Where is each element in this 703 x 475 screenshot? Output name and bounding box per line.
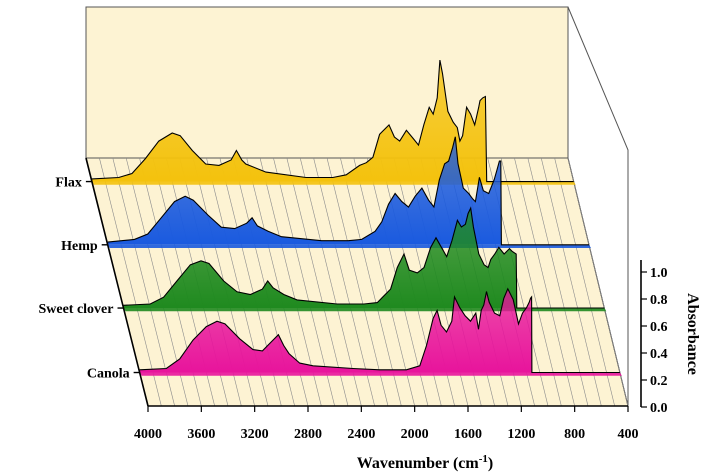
x-tick-label: 4000 — [134, 427, 162, 442]
grid-line — [112, 157, 175, 407]
x-tick-label: 2400 — [347, 427, 375, 442]
series-canola — [139, 287, 622, 376]
z-tick-label: 0.6 — [650, 320, 668, 335]
grid-line — [326, 157, 389, 407]
grid-line — [340, 157, 402, 407]
x-tick-label: 1600 — [454, 427, 482, 442]
category-label: Sweet clover — [38, 302, 113, 317]
back-wall — [85, 6, 569, 159]
x-tick-label: 3200 — [241, 427, 269, 442]
category-label: Hemp — [61, 239, 98, 254]
depth-axis — [85, 157, 149, 407]
grid-line — [500, 157, 562, 407]
x-axis-title-sup: -1 — [479, 453, 488, 465]
x-tick-label: 2000 — [401, 427, 429, 442]
spectra-ribbons — [91, 59, 622, 376]
x-tick-label: 800 — [564, 427, 585, 442]
spectrum-area — [123, 208, 605, 309]
x-tick-label: 2800 — [294, 427, 322, 442]
grid-line — [313, 157, 375, 407]
x-tick-label: 3600 — [187, 427, 215, 442]
spectrum-area — [139, 288, 620, 373]
grid-line — [273, 157, 335, 407]
spectrum-line — [139, 287, 620, 374]
grid-line — [299, 157, 362, 407]
axes — [85, 157, 642, 407]
grid-line — [567, 157, 629, 407]
z-axis-title: Absorbance — [684, 293, 701, 375]
z-tick-label: 0.4 — [650, 347, 668, 362]
grid-line — [286, 157, 349, 407]
z-tick-label: 0.8 — [650, 293, 668, 308]
x-axis-title-end: ) — [488, 455, 493, 472]
category-labels: Flax Hemp Sweet clover Canola — [38, 176, 140, 382]
grid-line — [527, 157, 589, 407]
grid-line — [99, 157, 162, 407]
z-tick-label: 0.0 — [650, 401, 668, 416]
z-ticks: 0.0 0.2 0.4 0.6 0.8 1.0 — [641, 266, 668, 416]
x-tick-label: 1200 — [507, 427, 535, 442]
z-tick-label: 0.2 — [650, 374, 668, 389]
grid-line — [259, 157, 322, 407]
x-ticks: 4000 3600 3200 2800 2400 2000 1600 1200 800 400 — [134, 406, 639, 442]
grid-line — [353, 157, 415, 407]
grid-line — [540, 157, 602, 407]
spectrum-line — [91, 59, 574, 183]
ribbon-base — [139, 372, 622, 376]
x-axis-title: Wavenumber (cm-1) — [357, 453, 493, 472]
spectrum-line — [107, 136, 589, 246]
z-tick-label: 1.0 — [650, 266, 668, 281]
spectrum-line — [123, 206, 605, 309]
grid-line — [554, 157, 615, 407]
x-tick-label: 400 — [618, 427, 639, 442]
grid-line — [514, 157, 575, 407]
category-label: Canola — [87, 367, 130, 382]
category-label: Flax — [55, 176, 81, 191]
